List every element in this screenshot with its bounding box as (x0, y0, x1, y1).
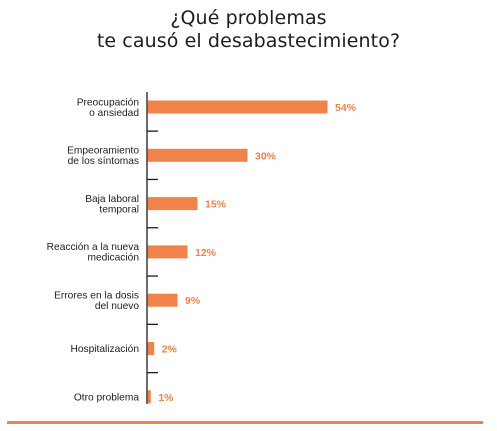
data-label: 1% (158, 392, 174, 404)
tick-label: o ansiedad (89, 108, 139, 119)
tick-label: de los síntomas (68, 156, 139, 167)
data-label: 9% (185, 295, 201, 307)
tick-label: Preocupación (77, 97, 139, 108)
tick-label: temporal (99, 204, 139, 215)
chart-title-line-2: te causó el desabastecimiento? (96, 30, 401, 52)
tick-label: Errores en la dosis (54, 290, 139, 301)
bar (147, 390, 151, 404)
bar (147, 148, 248, 162)
bar (147, 245, 188, 259)
tick-label: medicación (87, 253, 139, 264)
data-label: 12% (195, 247, 217, 259)
chart-title: ¿Qué problemas te causó el desabastecimi… (0, 7, 497, 53)
bar (147, 342, 155, 355)
tick-label: Hospitalización (70, 344, 139, 355)
tick-label: Empeoramiento (67, 146, 139, 157)
tick-label: Reacción a la nueva (47, 242, 140, 253)
data-label: 2% (162, 344, 178, 356)
chart-title-line-1: ¿Qué problemas (170, 7, 327, 29)
bar (147, 100, 328, 114)
bar (147, 197, 198, 211)
tick-label: Otro problema (74, 392, 139, 403)
footer-divider (7, 421, 483, 424)
data-label: 54% (335, 102, 357, 114)
bar (147, 293, 178, 307)
tick-label: Baja laboral (85, 194, 139, 205)
data-label: 15% (205, 199, 227, 211)
data-label: 30% (255, 150, 277, 162)
tick-label: del nuevo (95, 301, 140, 312)
